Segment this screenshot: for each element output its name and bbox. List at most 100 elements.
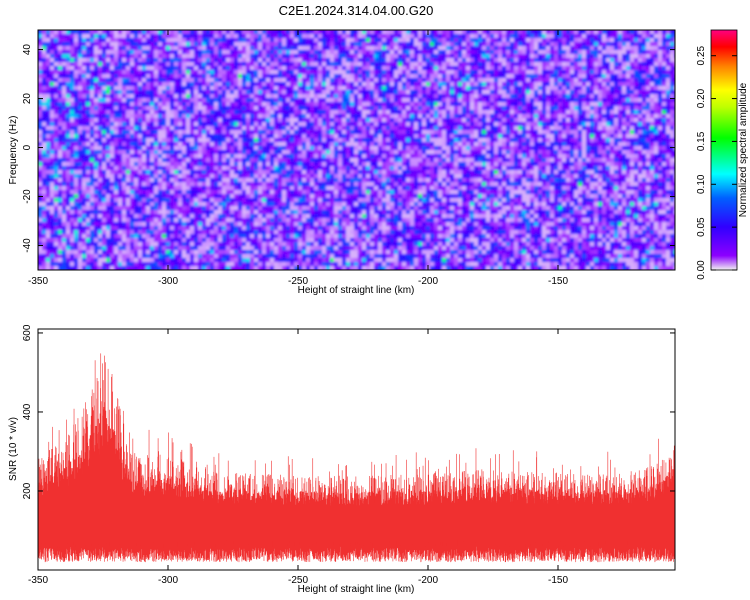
heatmap-cell: [162, 58, 167, 63]
heatmap-cell: [130, 42, 135, 47]
heatmap-cell: [110, 82, 115, 87]
heatmap-cell: [566, 150, 571, 155]
heatmap-cell: [38, 146, 43, 151]
heatmap-cell: [406, 58, 411, 63]
heatmap-cell: [594, 74, 599, 79]
heatmap-cell: [138, 46, 143, 51]
heatmap-cell: [586, 118, 591, 123]
heatmap-cell: [514, 146, 519, 151]
heatmap-cell: [382, 114, 387, 119]
heatmap-cell: [194, 46, 199, 51]
heatmap-cell: [362, 78, 367, 83]
heatmap-cell: [214, 46, 219, 51]
heatmap-cell: [190, 110, 195, 115]
heatmap-cell: [570, 38, 575, 43]
heatmap-cell: [46, 146, 51, 151]
heatmap-cell: [214, 42, 219, 47]
heatmap-cell: [190, 62, 195, 67]
heatmap-cell: [206, 138, 211, 143]
heatmap-cell: [630, 114, 635, 119]
heatmap-cell: [70, 134, 75, 139]
heatmap-cell: [118, 66, 123, 71]
heatmap-cell: [306, 102, 311, 107]
heatmap-cell: [102, 66, 107, 71]
heatmap-cell: [354, 58, 359, 63]
heatmap-cell: [366, 62, 371, 67]
heatmap-cell: [118, 150, 123, 155]
heatmap-cell: [50, 90, 55, 95]
heatmap-cell: [566, 86, 571, 91]
heatmap-cell: [230, 142, 235, 147]
heatmap-cell: [290, 66, 295, 71]
heatmap-cell: [138, 102, 143, 107]
heatmap-cell: [374, 146, 379, 151]
heatmap-cell: [390, 122, 395, 127]
heatmap-cell: [418, 70, 423, 75]
heatmap-cell: [642, 110, 647, 115]
heatmap-cell: [326, 98, 331, 103]
heatmap-cell: [574, 50, 579, 55]
heatmap-cell: [518, 150, 523, 155]
heatmap-cell: [658, 146, 663, 151]
heatmap-cell: [298, 66, 303, 71]
heatmap-cell: [258, 90, 263, 95]
heatmap-cell: [406, 42, 411, 47]
heatmap-cell: [586, 130, 591, 135]
heatmap-cell: [594, 90, 599, 95]
heatmap-cell: [170, 74, 175, 79]
heatmap-cell: [554, 106, 559, 111]
heatmap-cell: [494, 90, 499, 95]
heatmap-cell: [506, 78, 511, 83]
heatmap-cell: [506, 82, 511, 87]
heatmap-cell: [398, 146, 403, 151]
heatmap-cell: [142, 50, 147, 55]
heatmap-cell: [650, 142, 655, 147]
heatmap-cell: [362, 30, 367, 35]
heatmap-cell: [142, 78, 147, 83]
heatmap-cell: [514, 118, 519, 123]
heatmap-cell: [666, 130, 671, 135]
heatmap-cell: [66, 46, 71, 51]
heatmap-cell: [434, 38, 439, 43]
heatmap-cell: [110, 58, 115, 63]
heatmap-cell: [590, 138, 595, 143]
heatmap-cell: [406, 130, 411, 135]
heatmap-cell: [42, 54, 47, 59]
heatmap-cell: [590, 62, 595, 67]
heatmap-cell: [314, 122, 319, 127]
heatmap-cell: [306, 138, 311, 143]
heatmap-cell: [446, 126, 451, 131]
heatmap-cell: [654, 150, 659, 155]
heatmap-cell: [458, 42, 463, 47]
heatmap-cell: [418, 134, 423, 139]
heatmap-cell: [98, 114, 103, 119]
heatmap-cell: [658, 118, 663, 123]
heatmap-cell: [110, 126, 115, 131]
heatmap-cell: [398, 118, 403, 123]
heatmap-cell: [138, 142, 143, 147]
heatmap-cell: [258, 118, 263, 123]
heatmap-cell: [134, 30, 139, 35]
heatmap-cell: [578, 42, 583, 47]
heatmap-cell: [394, 146, 399, 151]
heatmap-cell: [158, 126, 163, 131]
heatmap-cell: [122, 134, 127, 139]
heatmap-cell: [574, 42, 579, 47]
heatmap-cell: [586, 138, 591, 143]
heatmap-cell: [190, 102, 195, 107]
heatmap-cell: [654, 86, 659, 91]
heatmap-cell: [62, 126, 67, 131]
heatmap-cell: [110, 98, 115, 103]
heatmap-cell: [138, 122, 143, 127]
heatmap-cell: [194, 94, 199, 99]
heatmap-cell: [646, 142, 651, 147]
heatmap-cell: [482, 46, 487, 51]
heatmap-cell: [638, 118, 643, 123]
heatmap-cell: [170, 78, 175, 83]
heatmap-cell: [578, 90, 583, 95]
heatmap-cell: [122, 54, 127, 59]
heatmap-cell: [54, 146, 59, 151]
heatmap-cell: [454, 50, 459, 55]
heatmap-cell: [238, 86, 243, 91]
heatmap-cell: [446, 86, 451, 91]
